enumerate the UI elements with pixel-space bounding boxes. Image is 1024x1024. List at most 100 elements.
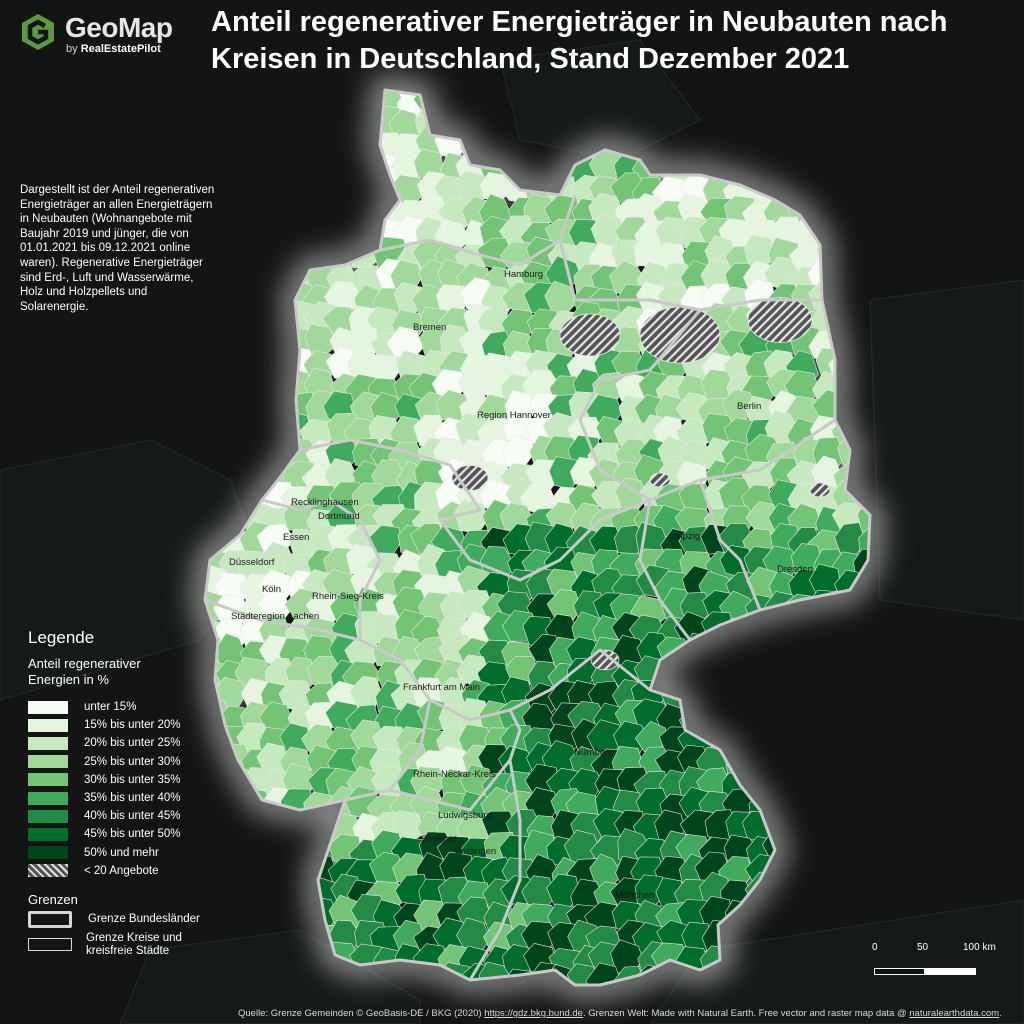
district-area — [829, 170, 863, 209]
district-area — [788, 151, 824, 184]
district-area — [851, 853, 870, 889]
district-area — [205, 418, 210, 452]
district-area — [740, 634, 779, 669]
district-area — [834, 876, 870, 910]
district-area — [261, 881, 299, 914]
district-area — [852, 810, 870, 841]
district-area — [831, 725, 862, 757]
district-area — [325, 155, 359, 189]
district-area-few-offers — [451, 464, 489, 491]
district-area — [242, 434, 277, 470]
city-label: Stuttgart — [421, 834, 457, 845]
district-area — [742, 702, 779, 735]
district-area — [772, 105, 807, 141]
district-area — [505, 131, 540, 164]
legend-item: 20% bis unter 25% — [28, 734, 248, 752]
district-area — [701, 90, 737, 115]
legend-items: unter 15% 15% bis unter 20% 20% bis unter … — [28, 698, 248, 880]
district-area — [205, 329, 234, 363]
district-area — [745, 655, 779, 693]
district-area — [829, 969, 870, 985]
district-area — [829, 702, 864, 737]
district-area — [765, 944, 804, 973]
district-area — [695, 677, 731, 712]
district-area — [241, 110, 275, 145]
district-area — [546, 90, 579, 123]
district-area — [205, 349, 208, 381]
borders-title: Grenzen — [28, 891, 78, 907]
district-area — [855, 332, 870, 362]
district-area-few-offers — [590, 649, 620, 671]
district-area — [214, 90, 252, 117]
district-area — [721, 131, 757, 168]
district-area — [837, 154, 870, 188]
district-area — [205, 329, 210, 360]
district-area — [212, 265, 250, 296]
district-area — [652, 90, 688, 118]
district-area — [767, 150, 806, 186]
brand-by: by — [66, 43, 78, 55]
district-area — [811, 783, 844, 819]
legend-swatch — [28, 773, 68, 787]
district-area — [765, 90, 803, 117]
district-area — [830, 919, 870, 956]
city-label: Düsseldorf — [229, 557, 275, 568]
district-area — [594, 90, 630, 121]
district-area — [791, 610, 828, 645]
district-area — [810, 655, 847, 688]
district-area — [216, 459, 254, 495]
city-label: Dortmund — [318, 511, 360, 522]
district-area — [573, 90, 608, 121]
legend-swatch — [28, 827, 68, 841]
city-label: Städteregion Aachen — [231, 611, 319, 622]
source-link-naturalearth[interactable]: naturalearthdata.com — [909, 1008, 1000, 1019]
district-area — [217, 199, 255, 233]
district-area — [790, 902, 824, 935]
legend-swatch — [28, 736, 68, 750]
district-area — [240, 968, 275, 985]
district-area — [830, 747, 866, 781]
district-area — [238, 349, 273, 389]
district-area — [172, 501, 203, 535]
district-area — [856, 787, 870, 821]
district-area — [205, 971, 229, 985]
legend-label: 25% bis unter 30% — [84, 755, 181, 768]
district-area — [834, 637, 867, 671]
district-area — [813, 814, 848, 846]
district-area — [212, 170, 248, 203]
legend-swatch — [28, 718, 68, 732]
city-label: Dresden — [777, 564, 813, 575]
legend-item: 30% bis unter 35% — [28, 771, 248, 789]
district-area — [835, 264, 870, 295]
district-area — [254, 174, 295, 207]
district-area-few-offers — [559, 313, 621, 357]
legend-item: < 20 Angebote — [28, 862, 248, 880]
district-area — [237, 283, 274, 316]
district-area — [856, 719, 870, 755]
district-area — [854, 593, 870, 625]
district-area — [677, 104, 710, 140]
district-area — [331, 133, 364, 166]
district-area — [483, 90, 515, 116]
district-area — [765, 969, 802, 985]
district-area — [214, 326, 252, 359]
district-area — [233, 367, 268, 402]
district-area — [792, 127, 825, 165]
district-area — [240, 416, 274, 452]
state-border-swatch — [28, 910, 72, 928]
district-area — [459, 90, 495, 122]
district-area — [741, 726, 778, 761]
legend-item: 50% und mehr — [28, 844, 248, 862]
district-area — [217, 371, 256, 403]
district-area — [764, 902, 800, 938]
district-area — [261, 191, 297, 225]
district-area — [815, 613, 848, 646]
district-area — [682, 90, 718, 117]
page-title: Anteil regenerativer Energieträger in Ne… — [211, 6, 948, 75]
district-area — [255, 240, 293, 270]
district-area — [854, 214, 870, 249]
district-area — [789, 810, 823, 847]
district-area — [287, 961, 323, 985]
district-area — [237, 129, 273, 163]
source-link-bkg[interactable]: https://gdz.bkg.bund.de — [484, 1008, 583, 1019]
